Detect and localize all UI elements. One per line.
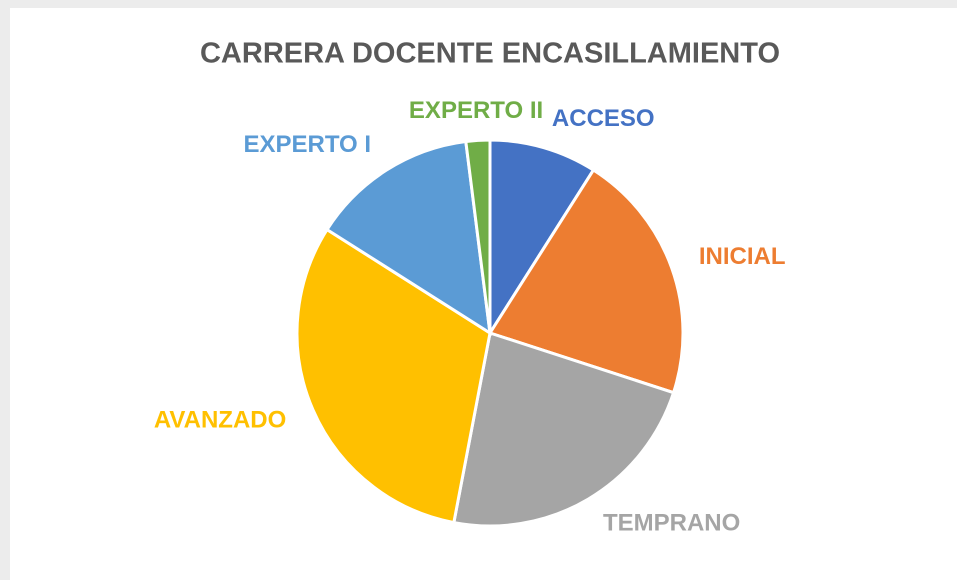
slice-label: TEMPRANO — [603, 509, 740, 536]
slice-label: ACCESO — [552, 105, 655, 132]
slice-label: INICIAL — [699, 243, 786, 270]
slice-label: AVANZADO — [154, 406, 286, 433]
slice-label: EXPERTO I — [243, 131, 371, 158]
pie-slice — [488, 138, 596, 339]
pie-slice — [452, 331, 676, 528]
slice-label: EXPERTO II — [409, 97, 543, 124]
pie-slice — [324, 139, 492, 336]
pie-slice — [464, 138, 492, 334]
chart-title: CARRERA DOCENTE ENCASILLAMIENTO — [200, 38, 780, 70]
pie-slice — [487, 167, 685, 395]
